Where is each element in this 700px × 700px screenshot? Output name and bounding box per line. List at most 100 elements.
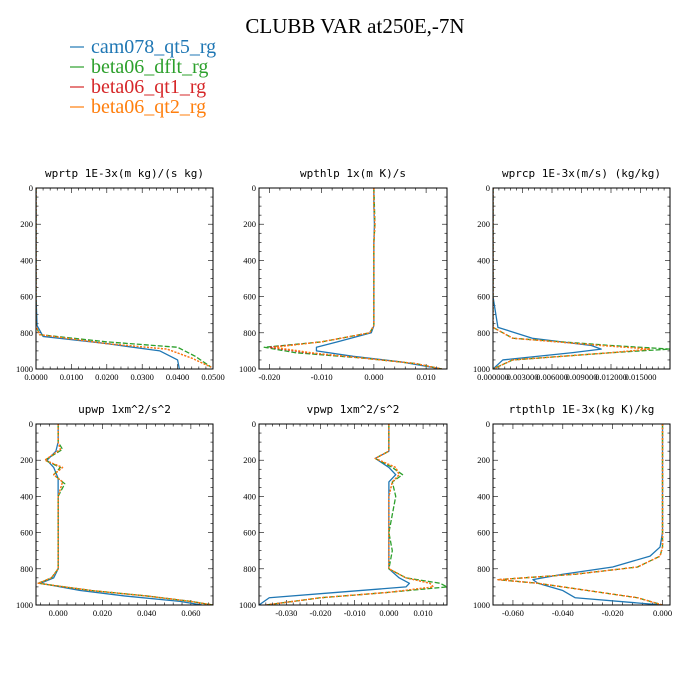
series-line-beta06_qt2_rg	[37, 424, 213, 605]
y-tick-label: 200	[20, 455, 33, 465]
legend-label: beta06_qt2_rg	[91, 96, 206, 118]
x-tick-label: 0.010	[414, 608, 433, 618]
y-tick-label: 600	[20, 528, 33, 538]
series-line-beta06_qt2_rg	[265, 424, 434, 605]
x-tick-label: -0.020	[258, 372, 280, 382]
series-line-beta06_dflt_rg	[263, 188, 442, 369]
series-line-cam078_qt5_rg	[39, 424, 203, 605]
panel-title: vpwp 1xm^2/s^2	[307, 403, 400, 416]
x-tick-label: 0.000	[653, 608, 672, 618]
plot-frame	[258, 187, 448, 370]
y-tick-label: 600	[243, 292, 256, 302]
series-line-cam078_qt5_rg	[532, 424, 664, 605]
series-line-beta06_dflt_rg	[265, 424, 447, 605]
y-tick-label: 800	[20, 328, 33, 338]
x-tick-label: 0.020	[93, 608, 112, 618]
panels: wprtp 1E-3x(m kg)/(s kg) 0 200 400 600 800 100…	[16, 167, 672, 618]
x-tick-label: 0.000	[379, 608, 398, 618]
panel-2: wpthlp 1x(m K)/s 0 200 400 600 800 1000-0.020 -…	[239, 167, 448, 382]
series-line-beta06_dflt_rg	[36, 188, 212, 368]
y-tick-label: 200	[477, 219, 490, 229]
x-tick-label: 0.009000	[566, 372, 598, 382]
plot-frame	[492, 423, 671, 606]
series-line-beta06_qt1_rg	[493, 188, 651, 369]
y-tick-label: 400	[243, 255, 256, 265]
x-tick-label: 0.015000	[625, 372, 657, 382]
y-tick-label: 1000	[16, 600, 33, 610]
x-tick-label: -0.030	[275, 608, 297, 618]
panel-title: wprtp 1E-3x(m kg)/(s kg)	[45, 167, 204, 180]
panel-title: wprcp 1E-3x(m/s) (kg/kg)	[502, 167, 661, 180]
series-line-cam078_qt5_rg	[315, 188, 442, 369]
series-line-beta06_qt1_rg	[497, 424, 664, 605]
figure-title: CLUBB VAR at250E,-7N	[245, 14, 464, 38]
x-tick-label: 0.0500	[201, 372, 224, 382]
y-tick-label: 1000	[239, 600, 256, 610]
y-tick-label: 1000	[473, 364, 490, 374]
plot-frame	[35, 423, 214, 606]
x-tick-label: 0.0000	[24, 372, 47, 382]
series-line-beta06_qt1_rg	[268, 188, 442, 369]
series-line-beta06_qt1_rg	[36, 188, 212, 368]
x-tick-label: -0.020	[602, 608, 624, 618]
y-tick-label: 400	[477, 491, 490, 501]
y-tick-label: 0	[486, 183, 490, 193]
x-tick-label: -0.010	[311, 372, 333, 382]
x-tick-label: 0.006000	[536, 372, 568, 382]
x-tick-label: 0.000000	[477, 372, 509, 382]
y-tick-label: 0	[29, 183, 33, 193]
x-tick-label: 0.0200	[95, 372, 118, 382]
panel-title: upwp 1xm^2/s^2	[78, 403, 171, 416]
series-line-beta06_qt2_rg	[493, 188, 651, 369]
y-tick-label: 0	[29, 419, 33, 429]
y-tick-label: 800	[243, 328, 256, 338]
series-line-beta06_dflt_rg	[497, 424, 664, 605]
panel-title: wpthlp 1x(m K)/s	[300, 167, 406, 180]
y-tick-label: 800	[20, 564, 33, 574]
y-tick-label: 200	[477, 455, 490, 465]
legend-item: beta06_qt1_rg	[70, 76, 206, 98]
x-tick-label: -0.040	[552, 608, 574, 618]
x-tick-label: -0.010	[344, 608, 366, 618]
panel-3: wprcp 1E-3x(m/s) (kg/kg) 0 200 400 600 800 100…	[473, 167, 671, 382]
series-line-beta06_qt1_rg	[37, 424, 213, 605]
panel-4: upwp 1xm^2/s^2 0 200 400 600 800 1000 0.000 0.02…	[16, 403, 214, 618]
y-tick-label: 800	[243, 564, 256, 574]
series-line-cam078_qt5_rg	[259, 424, 411, 605]
legend-label: beta06_dflt_rg	[91, 56, 208, 78]
y-tick-label: 200	[243, 455, 256, 465]
y-tick-label: 200	[243, 219, 256, 229]
y-tick-label: 0	[252, 183, 256, 193]
plot-frame	[35, 187, 214, 370]
y-tick-label: 800	[477, 328, 490, 338]
x-tick-label: 0.060	[181, 608, 200, 618]
x-tick-label: 0.040	[137, 608, 156, 618]
series-line-beta06_qt2_rg	[36, 188, 212, 368]
y-tick-label: 600	[477, 292, 490, 302]
plot-frame	[258, 423, 448, 606]
x-tick-label: -0.020	[310, 608, 332, 618]
legend-label: cam078_qt5_rg	[91, 36, 216, 58]
series-line-cam078_qt5_rg	[36, 188, 181, 369]
y-tick-label: 0	[252, 419, 256, 429]
y-tick-label: 400	[243, 491, 256, 501]
x-tick-label: 0.000	[364, 372, 383, 382]
series-line-cam078_qt5_rg	[493, 188, 602, 369]
panel-1: wprtp 1E-3x(m kg)/(s kg) 0 200 400 600 800 100…	[16, 167, 225, 382]
y-tick-label: 800	[477, 564, 490, 574]
y-tick-label: 1000	[473, 600, 490, 610]
y-tick-label: 200	[20, 219, 33, 229]
y-tick-label: 400	[20, 491, 33, 501]
panel-title: rtpthlp 1E-3x(kg K)/kg	[509, 403, 655, 416]
y-tick-label: 600	[20, 292, 33, 302]
panel-5: vpwp 1xm^2/s^2 0 200 400 600 800 1000 -0.030 -0.…	[239, 403, 448, 618]
legend-item: beta06_qt2_rg	[70, 96, 206, 118]
panel-6: rtpthlp 1E-3x(kg K)/kg 0 200 400 600 800 1000 -…	[473, 403, 672, 618]
y-tick-label: 0	[486, 419, 490, 429]
legend-item: beta06_dflt_rg	[70, 56, 208, 78]
series-line-beta06_qt2_rg	[274, 188, 442, 369]
x-tick-label: 0.012000	[595, 372, 627, 382]
y-tick-label: 600	[477, 528, 490, 538]
x-tick-label: 0.010	[417, 372, 436, 382]
